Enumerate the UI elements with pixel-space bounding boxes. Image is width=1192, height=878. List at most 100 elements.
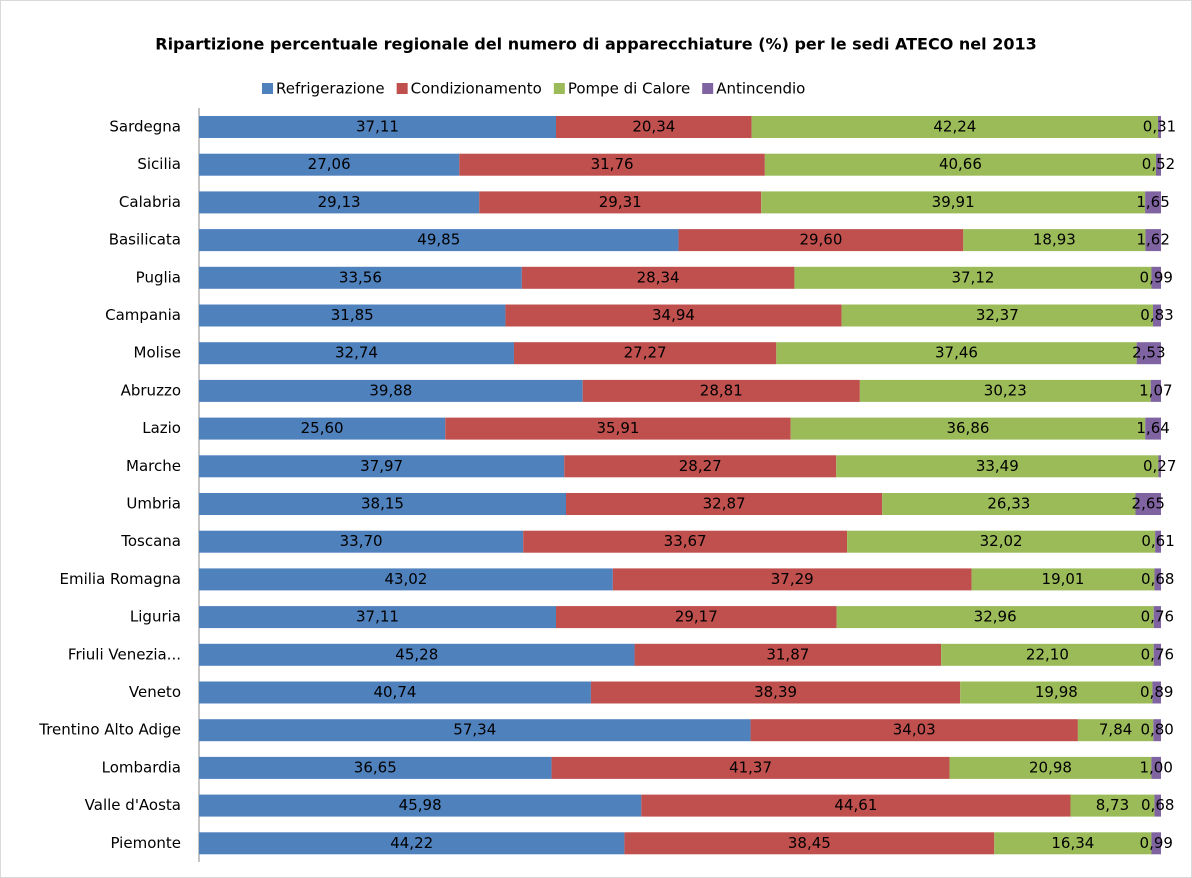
y-tick-label: Abruzzo	[121, 381, 181, 399]
data-label: 45,98	[399, 796, 442, 814]
data-label: 34,94	[652, 306, 695, 324]
bar-segment	[612, 568, 972, 591]
bar-segment	[199, 153, 460, 176]
data-label: 25,60	[301, 419, 344, 437]
bar-segment	[199, 266, 522, 289]
data-label: 20,34	[632, 118, 675, 136]
data-label: 0,76	[1141, 608, 1174, 626]
data-label: 29,13	[318, 193, 361, 211]
data-label: 37,29	[771, 570, 814, 588]
bar-segment	[199, 455, 565, 478]
y-tick-label: Piemonte	[110, 834, 181, 852]
bar-segment	[1070, 794, 1155, 817]
bar-segment	[555, 116, 752, 138]
bar-segment	[794, 266, 1152, 289]
bar-segment	[199, 304, 506, 327]
data-label: 0,31	[1143, 118, 1176, 136]
data-label: 27,27	[624, 344, 667, 362]
bar-segment	[1152, 681, 1161, 704]
data-label: 39,91	[932, 193, 975, 211]
y-tick-label: Valle d'Aosta	[85, 796, 181, 814]
data-label: 0,68	[1141, 570, 1174, 588]
data-label: 2,65	[1132, 495, 1165, 513]
data-label: 22,10	[1026, 645, 1069, 663]
bar-segment	[1153, 304, 1161, 327]
bar-segment	[551, 756, 950, 779]
bar-segment	[859, 379, 1151, 402]
bar-segment	[1151, 756, 1161, 779]
data-label: 57,34	[453, 721, 496, 739]
data-label: 38,15	[361, 495, 404, 513]
data-label: 34,03	[893, 721, 936, 739]
bar-segment	[1158, 455, 1161, 478]
bar-segment	[941, 643, 1154, 666]
data-label: 33,56	[339, 268, 382, 286]
data-label: 43,02	[384, 570, 427, 588]
data-label: 32,74	[335, 344, 378, 362]
bar-segment	[521, 266, 795, 289]
bar-segment	[445, 417, 791, 440]
data-label: 36,65	[354, 758, 397, 776]
bar-segment	[776, 342, 1137, 365]
y-tick-label: Lazio	[142, 419, 181, 437]
bar-segment	[641, 794, 1071, 817]
bar-segment	[963, 229, 1146, 252]
data-label: 26,33	[987, 495, 1030, 513]
data-label: 29,31	[599, 193, 642, 211]
y-tick-label: Veneto	[129, 683, 181, 701]
bar-segment	[199, 191, 480, 214]
data-label: 37,97	[360, 457, 403, 475]
bar-segment	[1145, 191, 1161, 214]
data-label: 32,02	[980, 532, 1023, 550]
data-label: 40,66	[939, 155, 982, 173]
bar-segment	[1151, 266, 1161, 289]
bar-segment	[555, 606, 837, 629]
y-tick-label: Umbria	[126, 495, 181, 513]
bar-segment	[1158, 116, 1161, 138]
data-label: 2,53	[1132, 344, 1165, 362]
data-label: 37,12	[951, 268, 994, 286]
legend-label: Refrigerazione	[276, 80, 385, 98]
bar-segment	[199, 832, 625, 855]
bar-segment	[566, 493, 883, 515]
legend-swatch	[262, 83, 273, 94]
bar-segment	[836, 606, 1154, 629]
y-tick-label: Basilicata	[109, 231, 181, 249]
bar-segment	[960, 681, 1153, 704]
data-label: 0,83	[1140, 306, 1173, 324]
bar-segment	[1154, 794, 1161, 817]
data-label: 19,98	[1035, 683, 1078, 701]
data-label: 19,01	[1042, 570, 1085, 588]
y-tick-label: Emilia Romagna	[59, 570, 181, 588]
data-label: 33,70	[340, 532, 383, 550]
bar-segment	[750, 719, 1078, 742]
legend-label: Antincendio	[716, 80, 805, 98]
y-tick-label: Friuli Venezia...	[68, 645, 181, 663]
bar-segment	[505, 304, 842, 327]
data-label: 18,93	[1033, 231, 1076, 249]
bar-segment	[1153, 606, 1161, 629]
data-label: 28,34	[637, 268, 680, 286]
bar-segment	[199, 493, 567, 515]
bar-segment	[199, 116, 556, 138]
bar-segment	[624, 832, 995, 855]
y-tick-label: Trentino Alto Adige	[38, 721, 181, 739]
data-label: 31,87	[766, 645, 809, 663]
data-label: 36,86	[946, 419, 989, 437]
bar-segment	[199, 379, 583, 402]
data-label: 0,80	[1140, 721, 1173, 739]
y-tick-label: Molise	[134, 344, 182, 362]
data-label: 45,28	[395, 645, 438, 663]
legend-label: Condizionamento	[411, 80, 542, 98]
bar-segment	[523, 530, 848, 553]
bar-segment	[1154, 568, 1161, 591]
data-label: 0,99	[1140, 268, 1173, 286]
data-label: 28,81	[700, 381, 743, 399]
y-tick-label: Sicilia	[137, 155, 181, 173]
bar-segment	[790, 417, 1146, 440]
bar-segment	[678, 229, 964, 252]
data-label: 37,11	[356, 608, 399, 626]
data-label: 29,17	[675, 608, 718, 626]
chart-title: Ripartizione percentuale regionale del n…	[155, 35, 1036, 54]
